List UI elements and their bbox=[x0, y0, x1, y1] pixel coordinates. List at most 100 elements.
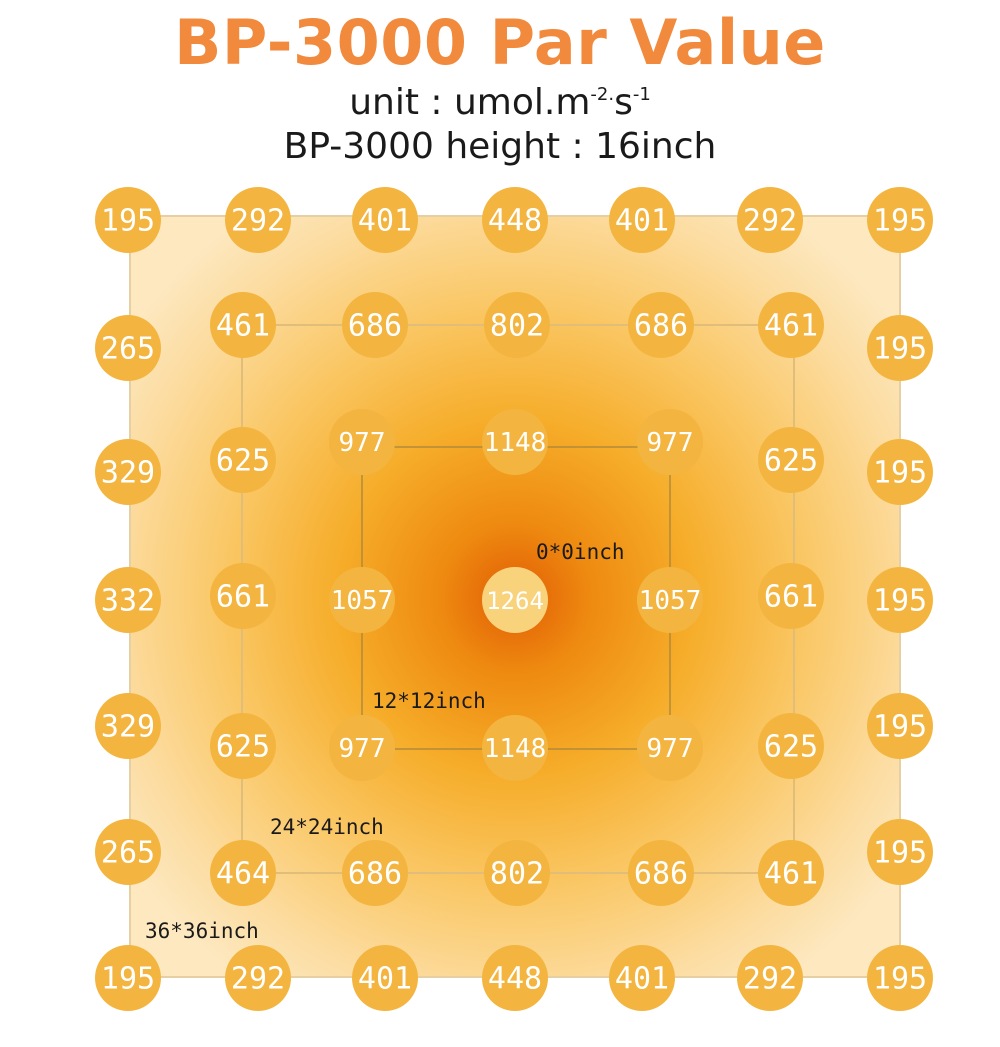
middle-value-label: 461 bbox=[216, 309, 270, 344]
outer-value-circle bbox=[225, 187, 291, 253]
outer-value-label: 195 bbox=[873, 332, 927, 367]
middle-value-label: 461 bbox=[764, 309, 818, 344]
outer-value-label: 195 bbox=[873, 204, 927, 239]
inner-value-label: 1148 bbox=[484, 734, 547, 764]
outer-value-label: 292 bbox=[231, 204, 285, 239]
outer-value-label: 195 bbox=[873, 456, 927, 491]
middle-value-label: 461 bbox=[764, 857, 818, 892]
outer-value-label: 195 bbox=[873, 584, 927, 619]
inner-value-label: 977 bbox=[647, 428, 694, 458]
inner-value-label: 1057 bbox=[331, 586, 394, 616]
outer-value-circle bbox=[867, 819, 933, 885]
middle-value-circle bbox=[210, 563, 276, 629]
middle-value-circle bbox=[210, 840, 276, 906]
outer-value-label: 195 bbox=[873, 962, 927, 997]
middle-value-label: 802 bbox=[490, 309, 544, 344]
outer-value-circle bbox=[482, 187, 548, 253]
outer-value-circle bbox=[867, 315, 933, 381]
outer-value-label: 195 bbox=[101, 204, 155, 239]
outer-value-circle bbox=[737, 945, 803, 1011]
middle-value-circle bbox=[758, 840, 824, 906]
zone-label-0x0: 0*0inch bbox=[536, 540, 625, 564]
outer-value-circle bbox=[225, 945, 291, 1011]
outer-value-label: 401 bbox=[358, 204, 412, 239]
chart-title: BP-3000 Par Value bbox=[174, 6, 826, 79]
middle-value-circle bbox=[628, 840, 694, 906]
outer-value-label: 292 bbox=[231, 962, 285, 997]
middle-value-label: 661 bbox=[216, 580, 270, 615]
outer-value-label: 329 bbox=[101, 456, 155, 491]
height-line: BP-3000 height : 16inch bbox=[283, 126, 717, 167]
middle-value-circle bbox=[210, 713, 276, 779]
outer-value-circle bbox=[95, 945, 161, 1011]
center-value-circle bbox=[482, 567, 548, 633]
middle-value-label: 686 bbox=[634, 309, 688, 344]
unit-mid: s bbox=[614, 82, 633, 123]
middle-value-label: 625 bbox=[764, 730, 818, 765]
outer-value-label: 195 bbox=[873, 836, 927, 871]
outer-value-circle bbox=[867, 187, 933, 253]
outer-value-label: 195 bbox=[101, 962, 155, 997]
inner-value-circle bbox=[482, 409, 548, 475]
outer-value-circle bbox=[95, 819, 161, 885]
outer-value-circle bbox=[352, 945, 418, 1011]
outer-value-circle bbox=[867, 567, 933, 633]
inner-value-circle bbox=[637, 567, 703, 633]
outer-value-label: 332 bbox=[101, 584, 155, 619]
outer-value-label: 448 bbox=[488, 204, 542, 239]
unit-exponent-1: -2. bbox=[590, 84, 615, 105]
outer-value-label: 401 bbox=[615, 204, 669, 239]
outer-value-circle bbox=[867, 693, 933, 759]
middle-value-circle bbox=[758, 292, 824, 358]
outer-value-circle bbox=[95, 187, 161, 253]
outer-value-circle bbox=[609, 945, 675, 1011]
middle-value-circle bbox=[210, 292, 276, 358]
middle-value-circle bbox=[758, 713, 824, 779]
middle-value-circle bbox=[628, 292, 694, 358]
inner-value-label: 977 bbox=[647, 734, 694, 764]
zone-label-36x36: 36*36inch bbox=[145, 919, 259, 943]
inner-value-circle bbox=[637, 409, 703, 475]
inner-value-circle bbox=[482, 715, 548, 781]
outer-value-circle bbox=[95, 315, 161, 381]
inner-value-label: 977 bbox=[339, 734, 386, 764]
unit-line: unit : umol.m-2.s-1 bbox=[0, 82, 1000, 123]
unit-exponent-2: -1 bbox=[632, 84, 651, 105]
outer-value-label: 401 bbox=[615, 962, 669, 997]
outer-value-label: 292 bbox=[743, 204, 797, 239]
outer-value-circle bbox=[95, 439, 161, 505]
outer-value-label: 292 bbox=[743, 962, 797, 997]
value-circles: 195 292 401 448 401 292 195 265 329 332 329 265 195 1… bbox=[95, 187, 933, 1011]
middle-value-label: 464 bbox=[216, 857, 270, 892]
zone-label-24x24: 24*24inch bbox=[270, 815, 384, 839]
middle-value-label: 625 bbox=[216, 730, 270, 765]
middle-value-label: 686 bbox=[348, 857, 402, 892]
middle-value-label: 625 bbox=[764, 444, 818, 479]
inner-value-label: 1057 bbox=[639, 586, 702, 616]
inner-value-label: 977 bbox=[339, 428, 386, 458]
inner-value-label: 1148 bbox=[484, 428, 547, 458]
outer-value-label: 265 bbox=[101, 332, 155, 367]
middle-value-circle bbox=[210, 427, 276, 493]
middle-value-label: 802 bbox=[490, 857, 544, 892]
outer-value-circle bbox=[609, 187, 675, 253]
outer-value-label: 329 bbox=[101, 710, 155, 745]
middle-value-circle bbox=[342, 840, 408, 906]
middle-value-label: 686 bbox=[634, 857, 688, 892]
center-value-label: 1264 bbox=[486, 587, 544, 615]
unit-prefix: unit : umol.m bbox=[349, 82, 591, 123]
outer-value-circle bbox=[482, 945, 548, 1011]
inner-value-circle bbox=[637, 715, 703, 781]
inner-value-circle bbox=[329, 715, 395, 781]
middle-value-circle bbox=[758, 563, 824, 629]
middle-value-label: 661 bbox=[764, 580, 818, 615]
outer-value-label: 265 bbox=[101, 836, 155, 871]
outer-value-circle bbox=[867, 945, 933, 1011]
outer-value-label: 401 bbox=[358, 962, 412, 997]
middle-value-circle bbox=[484, 292, 550, 358]
middle-value-circle bbox=[758, 427, 824, 493]
middle-value-circle bbox=[342, 292, 408, 358]
inner-value-circle bbox=[329, 567, 395, 633]
outer-value-circle bbox=[352, 187, 418, 253]
